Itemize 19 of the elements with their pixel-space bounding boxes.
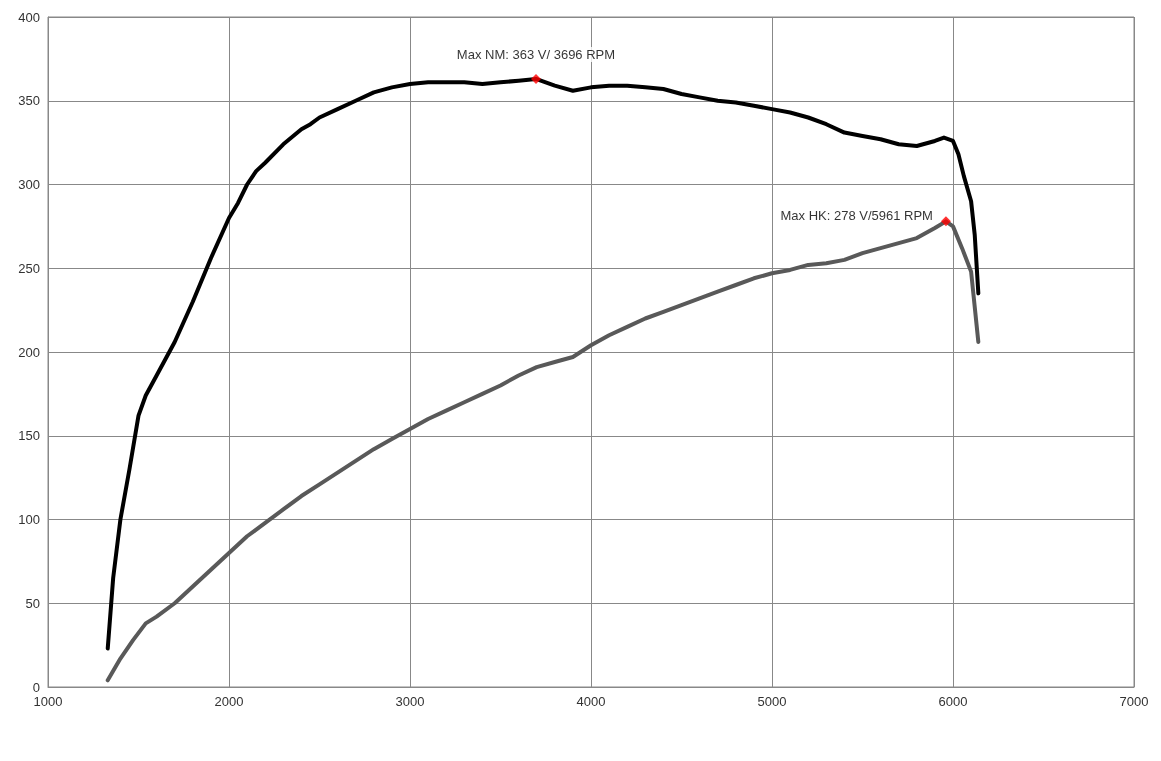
y-tick-label: 200	[18, 344, 40, 360]
y-tick-label: 50	[25, 595, 40, 611]
x-tick-label: 3000	[395, 694, 425, 709]
x-tick-label: 6000	[938, 694, 968, 709]
x-tick-label: 4000	[576, 694, 606, 709]
x-tick-label: 2000	[214, 694, 244, 709]
y-tick-label: 300	[18, 177, 40, 192]
annotation: Max HK: 278 V/5961 RPM	[780, 207, 933, 223]
annotation: Max NM: 363 V/ 3696 RPM	[456, 46, 616, 62]
y-tick-label: 400	[18, 9, 40, 25]
y-tick-label: 0	[32, 679, 40, 695]
y-tick-label: 150	[18, 428, 40, 444]
y-tick-label: 250	[18, 260, 40, 276]
x-tick-label: 1000	[33, 694, 63, 709]
y-tick-label: 100	[18, 512, 40, 527]
x-tick-label: 7000	[1119, 694, 1149, 709]
x-tick-label: 5000	[757, 694, 787, 709]
y-tick-label: 350	[18, 93, 40, 109]
line-series	[105, 76, 981, 651]
